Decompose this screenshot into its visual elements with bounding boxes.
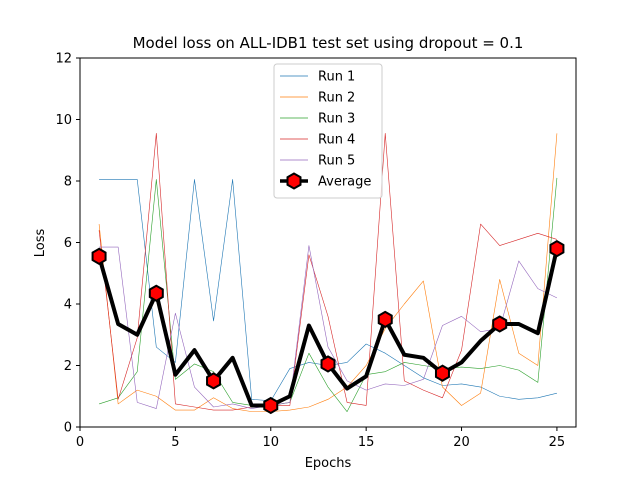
average-point [549,239,565,258]
y-tick-label: 10 [55,113,72,128]
average-point [377,310,393,329]
series-line-run-2 [98,133,558,412]
y-tick-label: 0 [64,421,72,436]
y-tick-label: 12 [55,52,72,67]
average-point [91,247,107,265]
legend-label-run-1: Run 1 [318,70,355,85]
x-tick-label: 25 [549,435,566,450]
legend-box [273,63,383,199]
legend-label-run-5: Run 5 [318,154,355,169]
y-tick-label: 2 [64,359,72,374]
y-axis: 0 2 4 6 8 10 12 [55,52,80,436]
chart-title: Model loss on ALL-IDB1 test set using dr… [133,34,524,52]
x-axis-title: Epochs [305,456,352,471]
y-tick-label: 8 [64,175,72,190]
x-axis: 0 5 10 15 20 25 [76,427,565,450]
x-tick-label: 20 [453,435,470,450]
legend-label-run-3: Run 3 [318,112,355,127]
y-axis-title: Loss [33,229,48,258]
legend: Run 1 Run 2 Run 3 Run 4 Run 5 Average [273,63,383,199]
plot-area [91,133,565,415]
average-point [148,284,164,302]
average-point [492,315,508,333]
x-tick-label: 0 [76,435,84,450]
legend-marker-average [286,172,302,190]
plot-frame [79,57,577,428]
average-point [434,364,450,382]
x-tick-label: 5 [171,435,179,450]
average-point [206,372,222,390]
average-point [263,396,279,415]
legend-label-run-2: Run 2 [318,91,355,106]
x-tick-label: 10 [262,435,279,450]
y-tick-label: 4 [64,298,72,313]
series-line-run-5 [99,245,558,409]
average-point [320,355,336,373]
legend-label-average: Average [318,175,371,190]
series-line-run-3 [98,177,558,412]
y-tick-label: 6 [64,236,72,251]
series-line-run-4 [98,133,558,411]
x-tick-label: 15 [358,435,375,450]
legend-label-run-4: Run 4 [318,133,355,148]
